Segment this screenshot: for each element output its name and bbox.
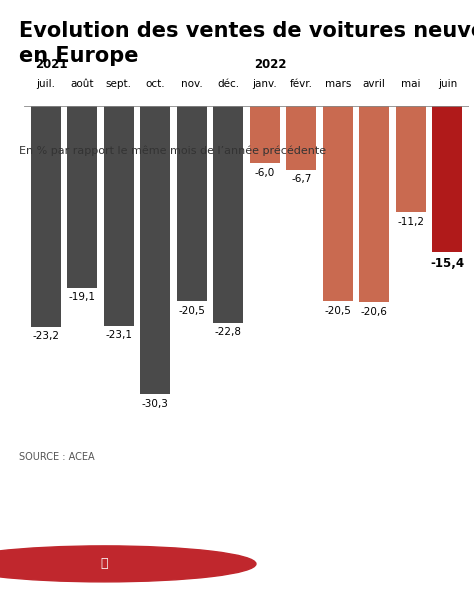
Text: -20,5: -20,5	[324, 305, 351, 316]
Bar	[104, 106, 134, 326]
Text: -11,2: -11,2	[397, 217, 424, 227]
Bar	[286, 106, 316, 170]
Bar	[213, 106, 243, 323]
Text: août: août	[70, 79, 94, 89]
Text: juil.: juil.	[36, 79, 55, 89]
Bar	[323, 106, 353, 301]
Text: 2022: 2022	[254, 58, 286, 71]
Text: -23,2: -23,2	[32, 332, 59, 342]
Bar	[432, 106, 462, 252]
Text: 2021: 2021	[35, 58, 67, 71]
Text: -19,1: -19,1	[69, 292, 96, 303]
Bar	[140, 106, 170, 394]
Bar	[67, 106, 97, 288]
Text: -30,3: -30,3	[142, 399, 169, 409]
Text: -6,7: -6,7	[291, 175, 311, 185]
Text: janv.: janv.	[252, 79, 277, 89]
Circle shape	[0, 546, 256, 582]
Text: oct.: oct.	[146, 79, 165, 89]
Text: Evolution des ventes de voitures neuves
en Europe: Evolution des ventes de voitures neuves …	[19, 21, 474, 66]
Bar	[177, 106, 207, 301]
Bar	[359, 106, 389, 302]
Text: juin: juin	[438, 79, 457, 89]
Text: -22,8: -22,8	[215, 327, 242, 337]
Text: mars: mars	[325, 79, 351, 89]
Text: févr.: févr.	[290, 79, 313, 89]
Text: sept.: sept.	[106, 79, 132, 89]
Text: -20,6: -20,6	[361, 307, 388, 317]
Text: avril: avril	[363, 79, 386, 89]
Text: -15,4: -15,4	[430, 257, 465, 270]
Text: -20,5: -20,5	[178, 305, 205, 316]
Bar	[396, 106, 426, 213]
Text: mai: mai	[401, 79, 420, 89]
Text: 🦅: 🦅	[100, 558, 108, 570]
Text: -23,1: -23,1	[105, 330, 132, 340]
Text: En % par rapport le même mois de l’année précédente: En % par rapport le même mois de l’année…	[19, 145, 326, 156]
Text: -6,0: -6,0	[255, 168, 275, 178]
Text: déc.: déc.	[217, 79, 239, 89]
Text: nov.: nov.	[181, 79, 202, 89]
Text: Les Echos: Les Echos	[180, 555, 281, 573]
Text: SOURCE : ACEA: SOURCE : ACEA	[19, 452, 95, 462]
Bar	[31, 106, 61, 327]
Bar	[250, 106, 280, 163]
